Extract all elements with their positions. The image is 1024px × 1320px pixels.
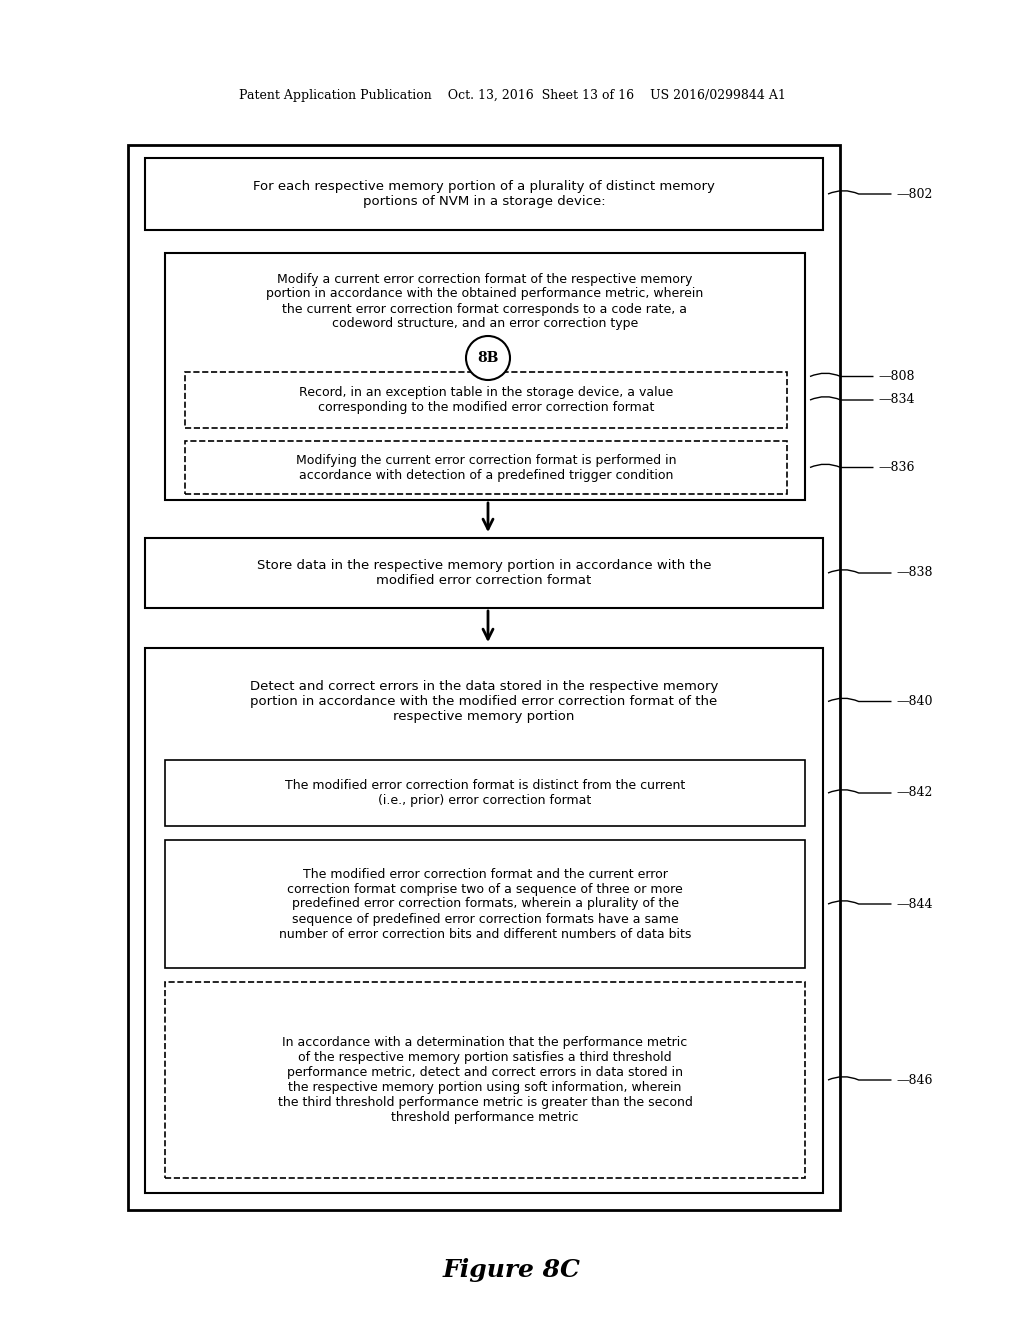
Bar: [128, 145, 840, 1210]
Bar: [145, 539, 823, 609]
Bar: [165, 253, 805, 500]
Text: In accordance with a determination that the performance metric
of the respective: In accordance with a determination that …: [278, 1036, 692, 1125]
Text: Store data in the respective memory portion in accordance with the
modified erro: Store data in the respective memory port…: [257, 558, 712, 587]
Text: —834: —834: [879, 393, 915, 407]
Text: —808: —808: [879, 370, 915, 383]
Text: Modifying the current error correction format is performed in
accordance with de: Modifying the current error correction f…: [296, 454, 676, 482]
Bar: [165, 982, 805, 1177]
Bar: [185, 441, 787, 494]
Text: Patent Application Publication    Oct. 13, 2016  Sheet 13 of 16    US 2016/02998: Patent Application Publication Oct. 13, …: [239, 88, 785, 102]
Text: —844: —844: [897, 898, 933, 911]
Text: —840: —840: [897, 696, 933, 708]
Text: For each respective memory portion of a plurality of distinct memory
portions of: For each respective memory portion of a …: [253, 180, 715, 209]
Text: Figure 8C: Figure 8C: [443, 1258, 581, 1282]
Text: Record, in an exception table in the storage device, a value
corresponding to th: Record, in an exception table in the sto…: [299, 385, 673, 414]
Text: The modified error correction format and the current error
correction format com: The modified error correction format and…: [279, 867, 691, 940]
Bar: [165, 760, 805, 826]
Text: Detect and correct errors in the data stored in the respective memory
portion in: Detect and correct errors in the data st…: [250, 680, 718, 723]
Text: —836: —836: [879, 461, 915, 474]
Bar: [185, 372, 787, 428]
Text: —846: —846: [897, 1073, 933, 1086]
Bar: [145, 648, 823, 1193]
Bar: [165, 840, 805, 968]
Text: Modify a current error correction format of the respective memory
portion in acc: Modify a current error correction format…: [266, 272, 703, 330]
Ellipse shape: [466, 337, 510, 380]
Bar: [145, 158, 823, 230]
Text: 8B: 8B: [477, 351, 499, 366]
Text: —802: —802: [897, 187, 933, 201]
Text: —838: —838: [897, 566, 933, 579]
Text: The modified error correction format is distinct from the current
(i.e., prior) : The modified error correction format is …: [285, 779, 685, 807]
Text: —842: —842: [897, 787, 933, 800]
